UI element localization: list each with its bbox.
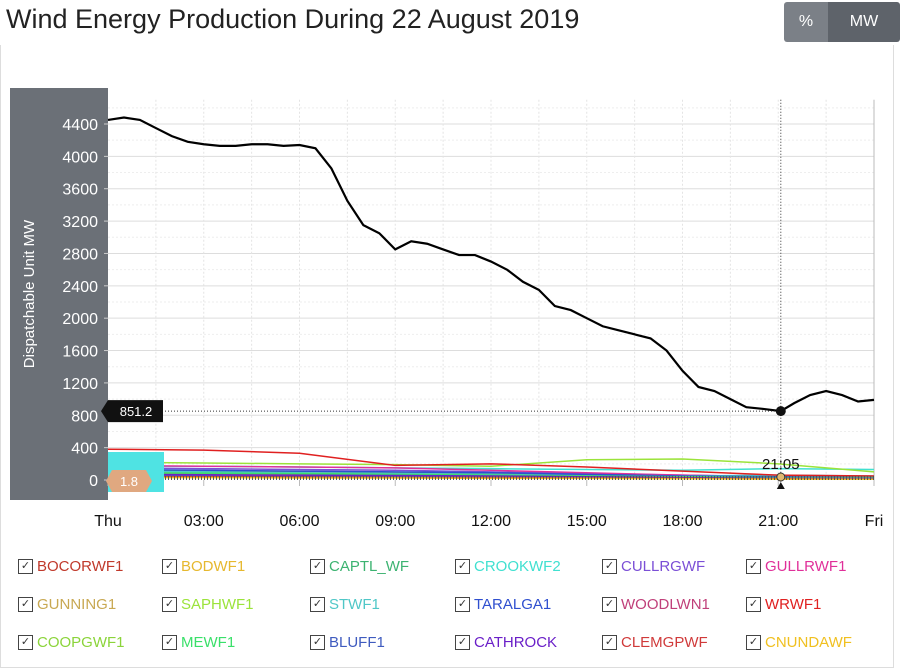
checkbox-checked-icon[interactable]: ✓ bbox=[455, 635, 470, 650]
legend-label: CROOKWF2 bbox=[474, 558, 561, 575]
checkbox-checked-icon[interactable]: ✓ bbox=[746, 559, 761, 574]
legend-item-cathrock[interactable]: ✓ CATHROCK bbox=[455, 634, 557, 651]
legend-item-bluff1[interactable]: ✓ BLUFF1 bbox=[310, 634, 385, 651]
series-line-stwf1 bbox=[107, 470, 875, 477]
y-tick-label: 1200 bbox=[62, 376, 98, 393]
mw-button[interactable]: MW bbox=[828, 2, 900, 42]
legend-item-wrwf1[interactable]: ✓ WRWF1 bbox=[746, 596, 821, 613]
checkbox-checked-icon[interactable]: ✓ bbox=[602, 635, 617, 650]
value-tooltip bbox=[101, 400, 163, 423]
checkbox-checked-icon[interactable]: ✓ bbox=[455, 559, 470, 574]
checkbox-checked-icon[interactable]: ✓ bbox=[18, 559, 33, 574]
min-tooltip bbox=[106, 470, 152, 492]
legend-item-gunning1[interactable]: ✓ GUNNING1 bbox=[18, 596, 116, 613]
y-tick-label: 4000 bbox=[62, 149, 98, 166]
legend-label: SAPHWF1 bbox=[181, 596, 254, 613]
y-tick-label: 2000 bbox=[62, 311, 98, 328]
legend-item-saphwf1[interactable]: ✓ SAPHWF1 bbox=[162, 596, 254, 613]
y-tick-label: 2400 bbox=[62, 279, 98, 296]
legend-label: BLUFF1 bbox=[329, 634, 385, 651]
legend-label: GULLRWF1 bbox=[765, 558, 847, 575]
y-tick-label: 800 bbox=[71, 408, 98, 425]
legend-item-cullrgwf[interactable]: ✓ CULLRGWF bbox=[602, 558, 705, 575]
legend-item-woodlwn1[interactable]: ✓ WOODLWN1 bbox=[602, 596, 710, 613]
x-tick-label: 03:00 bbox=[184, 513, 224, 530]
legend-label: TARALGA1 bbox=[474, 596, 552, 613]
series-line-saphwf1 bbox=[107, 458, 875, 473]
series-line-total bbox=[107, 116, 875, 413]
cursor-min-point bbox=[776, 472, 786, 482]
legend-label: CNUNDAWF bbox=[765, 634, 852, 651]
x-tick-label: 09:00 bbox=[375, 513, 415, 530]
y-tick-label: 400 bbox=[71, 441, 98, 458]
legend-label: BOCORWF1 bbox=[37, 558, 124, 575]
legend-label: CAPTL_WF bbox=[329, 558, 410, 575]
y-tick-label: 1600 bbox=[62, 344, 98, 361]
checkbox-checked-icon[interactable]: ✓ bbox=[310, 597, 325, 612]
checkbox-checked-icon[interactable]: ✓ bbox=[602, 597, 617, 612]
legend-item-coopgwf1[interactable]: ✓ COOPGWF1 bbox=[18, 634, 125, 651]
legend-label: BODWF1 bbox=[181, 558, 246, 575]
x-tick-label: 12:00 bbox=[471, 513, 511, 530]
legend-item-cnundawf[interactable]: ✓ CNUNDAWF bbox=[746, 634, 852, 651]
legend-label: CULLRGWF bbox=[621, 558, 706, 575]
legend-item-stwf1[interactable]: ✓ STWF1 bbox=[310, 596, 380, 613]
y-tick-label: 2800 bbox=[62, 246, 98, 263]
x-tick-label: 21:00 bbox=[758, 513, 798, 530]
legend-item-taralga1[interactable]: ✓ TARALGA1 bbox=[455, 596, 551, 613]
unit-toggle: % MW bbox=[784, 2, 900, 42]
legend-label: STWF1 bbox=[329, 596, 380, 613]
percent-button[interactable]: % bbox=[784, 2, 828, 42]
y-axis-bar: Dispatchable Unit MW bbox=[10, 88, 108, 500]
legend-item-bocorwf1[interactable]: ✓ BOCORWF1 bbox=[18, 558, 123, 575]
cursor-time-label: 21:05 bbox=[762, 456, 800, 473]
legend-label: GUNNING1 bbox=[37, 596, 117, 613]
legend-label: MEWF1 bbox=[181, 634, 236, 651]
legend-item-captl_wf[interactable]: ✓ CAPTL_WF bbox=[310, 558, 409, 575]
checkbox-checked-icon[interactable]: ✓ bbox=[310, 635, 325, 650]
checkbox-checked-icon[interactable]: ✓ bbox=[162, 635, 177, 650]
y-tick-label: 0 bbox=[89, 473, 98, 490]
y-tick-label: 3600 bbox=[62, 182, 98, 199]
min-tooltip-label: 1.8 bbox=[120, 474, 138, 489]
checkbox-checked-icon[interactable]: ✓ bbox=[455, 597, 470, 612]
checkbox-checked-icon[interactable]: ✓ bbox=[746, 597, 761, 612]
legend-label: CATHROCK bbox=[474, 634, 558, 651]
checkbox-checked-icon[interactable]: ✓ bbox=[18, 597, 33, 612]
cursor-point bbox=[775, 406, 786, 417]
x-tick-label: 18:00 bbox=[662, 513, 702, 530]
checkbox-checked-icon[interactable]: ✓ bbox=[746, 635, 761, 650]
checkbox-checked-icon[interactable]: ✓ bbox=[162, 559, 177, 574]
value-tooltip-label: 851.2 bbox=[120, 404, 153, 419]
x-tick-label: Thu bbox=[94, 513, 122, 530]
x-tick-label: 15:00 bbox=[567, 513, 607, 530]
page-title: Wind Energy Production During 22 August … bbox=[6, 4, 580, 34]
checkbox-checked-icon[interactable]: ✓ bbox=[310, 559, 325, 574]
legend-label: COOPGWF1 bbox=[37, 634, 125, 651]
legend-item-crookwf2[interactable]: ✓ CROOKWF2 bbox=[455, 558, 561, 575]
y-tick-label: 3200 bbox=[62, 214, 98, 231]
series-line-wrwf1 bbox=[107, 448, 875, 477]
legend-item-gullrwf1[interactable]: ✓ GULLRWF1 bbox=[746, 558, 846, 575]
cursor-x-marker bbox=[776, 482, 785, 489]
x-tick-label: 06:00 bbox=[279, 513, 319, 530]
legend-label: CLEMGPWF bbox=[621, 634, 708, 651]
y-tick-label: 4400 bbox=[62, 117, 98, 134]
checkbox-checked-icon[interactable]: ✓ bbox=[602, 559, 617, 574]
series-line-cnundawf bbox=[108, 476, 874, 480]
x-tick-label: Fri bbox=[865, 513, 884, 530]
legend-label: WOODLWN1 bbox=[621, 596, 710, 613]
series-line-taralga1 bbox=[107, 468, 875, 479]
checkbox-checked-icon[interactable]: ✓ bbox=[18, 635, 33, 650]
series-line-mewf1 bbox=[107, 471, 874, 479]
legend-item-clemgpwf[interactable]: ✓ CLEMGPWF bbox=[602, 634, 708, 651]
legend-item-bodwf1[interactable]: ✓ BODWF1 bbox=[162, 558, 245, 575]
legend-label: WRWF1 bbox=[765, 596, 822, 613]
legend-item-mewf1[interactable]: ✓ MEWF1 bbox=[162, 634, 235, 651]
checkbox-checked-icon[interactable]: ✓ bbox=[162, 597, 177, 612]
